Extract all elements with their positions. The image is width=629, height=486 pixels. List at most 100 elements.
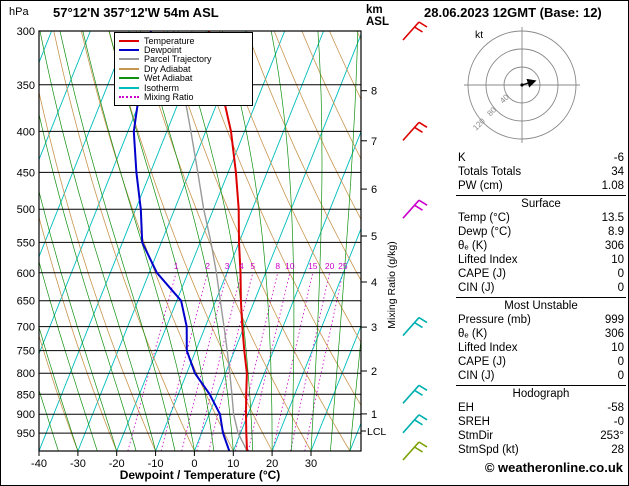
stat-value: 306 bbox=[604, 328, 624, 340]
stat-label: Lifted Index bbox=[458, 342, 518, 354]
stat-value: 8.9 bbox=[608, 226, 624, 238]
stat-label: StmSpd (kt) bbox=[458, 444, 519, 456]
legend-label: Dewpoint bbox=[144, 45, 182, 56]
mixing-ratio-value: 10 bbox=[285, 261, 295, 271]
stat-value: -6 bbox=[613, 152, 624, 164]
stat-label: Pressure (mb) bbox=[458, 314, 531, 326]
stat-row: CAPE (J) 0 bbox=[456, 355, 626, 369]
legend-swatch-isotherm bbox=[119, 86, 139, 89]
pressure-tick-label: 750 bbox=[17, 346, 35, 358]
stat-value: 999 bbox=[604, 314, 624, 326]
stat-label: θₑ (K) bbox=[458, 328, 488, 340]
mixing-ratio-value: 4 bbox=[239, 261, 244, 271]
legend-swatch-temperature bbox=[119, 39, 139, 42]
x-axis-title: Dewpoint / Temperature (°C) bbox=[120, 468, 281, 482]
stat-label: StmDir bbox=[458, 430, 494, 442]
stat-value: 0 bbox=[617, 268, 624, 280]
stat-label: θₑ (K) bbox=[458, 240, 488, 252]
section-title: Hodograph bbox=[512, 388, 570, 400]
mixing-ratio-value: 2 bbox=[205, 261, 210, 271]
mixing-ratio-value: 20 bbox=[325, 261, 335, 271]
stat-label: SREH bbox=[458, 416, 490, 428]
stat-row: θₑ (K) 306 bbox=[456, 327, 626, 341]
stat-value: 0 bbox=[617, 282, 624, 294]
stat-label: CIN (J) bbox=[458, 370, 495, 382]
stat-row: PW (cm) 1.08 bbox=[456, 179, 626, 193]
stat-value: -0 bbox=[613, 416, 624, 428]
pressure-tick-label: 950 bbox=[17, 428, 35, 440]
mixing-ratio-value: 25 bbox=[338, 261, 348, 271]
legend: Temperature Dewpoint Parcel Trajectory Dry … bbox=[114, 32, 253, 106]
parcel-trajectory-curve bbox=[172, 31, 248, 451]
stat-value: -58 bbox=[607, 402, 624, 414]
stat-label: CAPE (J) bbox=[458, 268, 506, 280]
legend-item: Dry Adiabat bbox=[119, 64, 248, 74]
temp-tick-label: -20 bbox=[109, 458, 125, 470]
legend-swatch-mixing-ratio bbox=[119, 96, 139, 99]
km-tick-label: 5 bbox=[371, 231, 377, 243]
km-tick-label: 3 bbox=[371, 322, 377, 334]
wind-barb bbox=[402, 384, 428, 404]
wind-barb bbox=[402, 21, 428, 41]
legend-item: Temperature bbox=[119, 36, 248, 46]
stats-section: Most Unstable Pressure (mb) 999 θₑ (K) 306 Li… bbox=[456, 297, 626, 383]
hodograph-ring-label: 120 bbox=[471, 116, 487, 132]
stats-panel: K -6 Totals Totals 34 PW (cm) 1.08 Surface Temp… bbox=[456, 151, 626, 457]
stat-label: K bbox=[458, 152, 466, 164]
legend-label: Parcel Trajectory bbox=[144, 54, 212, 65]
pressure-tick-label: 350 bbox=[17, 80, 35, 92]
section-title: Surface bbox=[521, 198, 561, 210]
stat-value: 28 bbox=[611, 444, 624, 456]
stat-row: StmDir 253° bbox=[456, 429, 626, 443]
temp-tick-label: 0 bbox=[191, 458, 197, 470]
km-tick-label: 1 bbox=[371, 409, 377, 421]
legend-item: Wet Adiabat bbox=[119, 73, 248, 84]
stat-value: 13.5 bbox=[601, 212, 624, 224]
stat-value: 0 bbox=[617, 370, 624, 382]
mixing-ratio-value: 15 bbox=[308, 261, 318, 271]
temp-tick-label: 10 bbox=[227, 458, 239, 470]
stat-value: 1.08 bbox=[601, 180, 624, 192]
stat-label: Dewp (°C) bbox=[458, 226, 512, 238]
wind-barb bbox=[402, 199, 428, 219]
stat-value: 10 bbox=[611, 342, 624, 354]
pressure-tick-label: 600 bbox=[17, 268, 35, 280]
pressure-tick-label: 800 bbox=[17, 368, 35, 380]
legend-label: Wet Adiabat bbox=[144, 73, 193, 84]
legend-swatch-dry-adiabat bbox=[119, 67, 139, 70]
pressure-tick-label: 450 bbox=[17, 167, 35, 179]
mixing-ratio-value: 5 bbox=[250, 261, 255, 271]
legend-swatch-dewpoint bbox=[119, 49, 139, 52]
pressure-tick-label: 850 bbox=[17, 389, 35, 401]
stat-row: EH -58 bbox=[456, 401, 626, 415]
km-tick-label: 4 bbox=[371, 277, 377, 289]
km-tick-label: 6 bbox=[371, 184, 377, 196]
axis-labels: 1 2 3 4 5 8 10 15 20 2530035040045050055060065070… bbox=[17, 26, 377, 470]
lcl-label: LCL bbox=[367, 426, 386, 438]
stat-label: CIN (J) bbox=[458, 282, 495, 294]
stat-row: Dewp (°C) 8.9 bbox=[456, 225, 626, 239]
stat-row: Lifted Index 10 bbox=[456, 341, 626, 355]
mixing-ratio-value: 3 bbox=[225, 261, 230, 271]
pressure-tick-label: 650 bbox=[17, 296, 35, 308]
pressure-tick-label: 700 bbox=[17, 322, 35, 334]
stats-section: Hodograph EH -58 SREH -0 StmDir 253° StmSpd (kt… bbox=[456, 385, 626, 457]
stat-label: EH bbox=[458, 402, 474, 414]
legend-item: Isotherm bbox=[119, 83, 248, 93]
wind-barb bbox=[402, 316, 428, 337]
wind-barb bbox=[402, 441, 428, 461]
skew-t-background bbox=[39, 31, 361, 451]
mixing-ratio-value: 8 bbox=[275, 261, 280, 271]
pressure-tick-label: 900 bbox=[17, 409, 35, 421]
wind-barb-column bbox=[402, 21, 428, 461]
hodograph-ring-label: 80 bbox=[485, 105, 498, 118]
temp-tick-label: -40 bbox=[31, 458, 47, 470]
temperature-curve bbox=[207, 31, 248, 451]
temp-tick-label: -30 bbox=[70, 458, 86, 470]
km-tick-label: 8 bbox=[371, 86, 377, 98]
temp-tick-label: 20 bbox=[266, 458, 278, 470]
stats-section: Surface Temp (°C) 13.5 Dewp (°C) 8.9 θₑ (K) 30… bbox=[456, 195, 626, 295]
stat-row: Lifted Index 10 bbox=[456, 253, 626, 267]
datetime-title: 28.06.2023 12GMT (Base: 12) bbox=[424, 5, 602, 20]
